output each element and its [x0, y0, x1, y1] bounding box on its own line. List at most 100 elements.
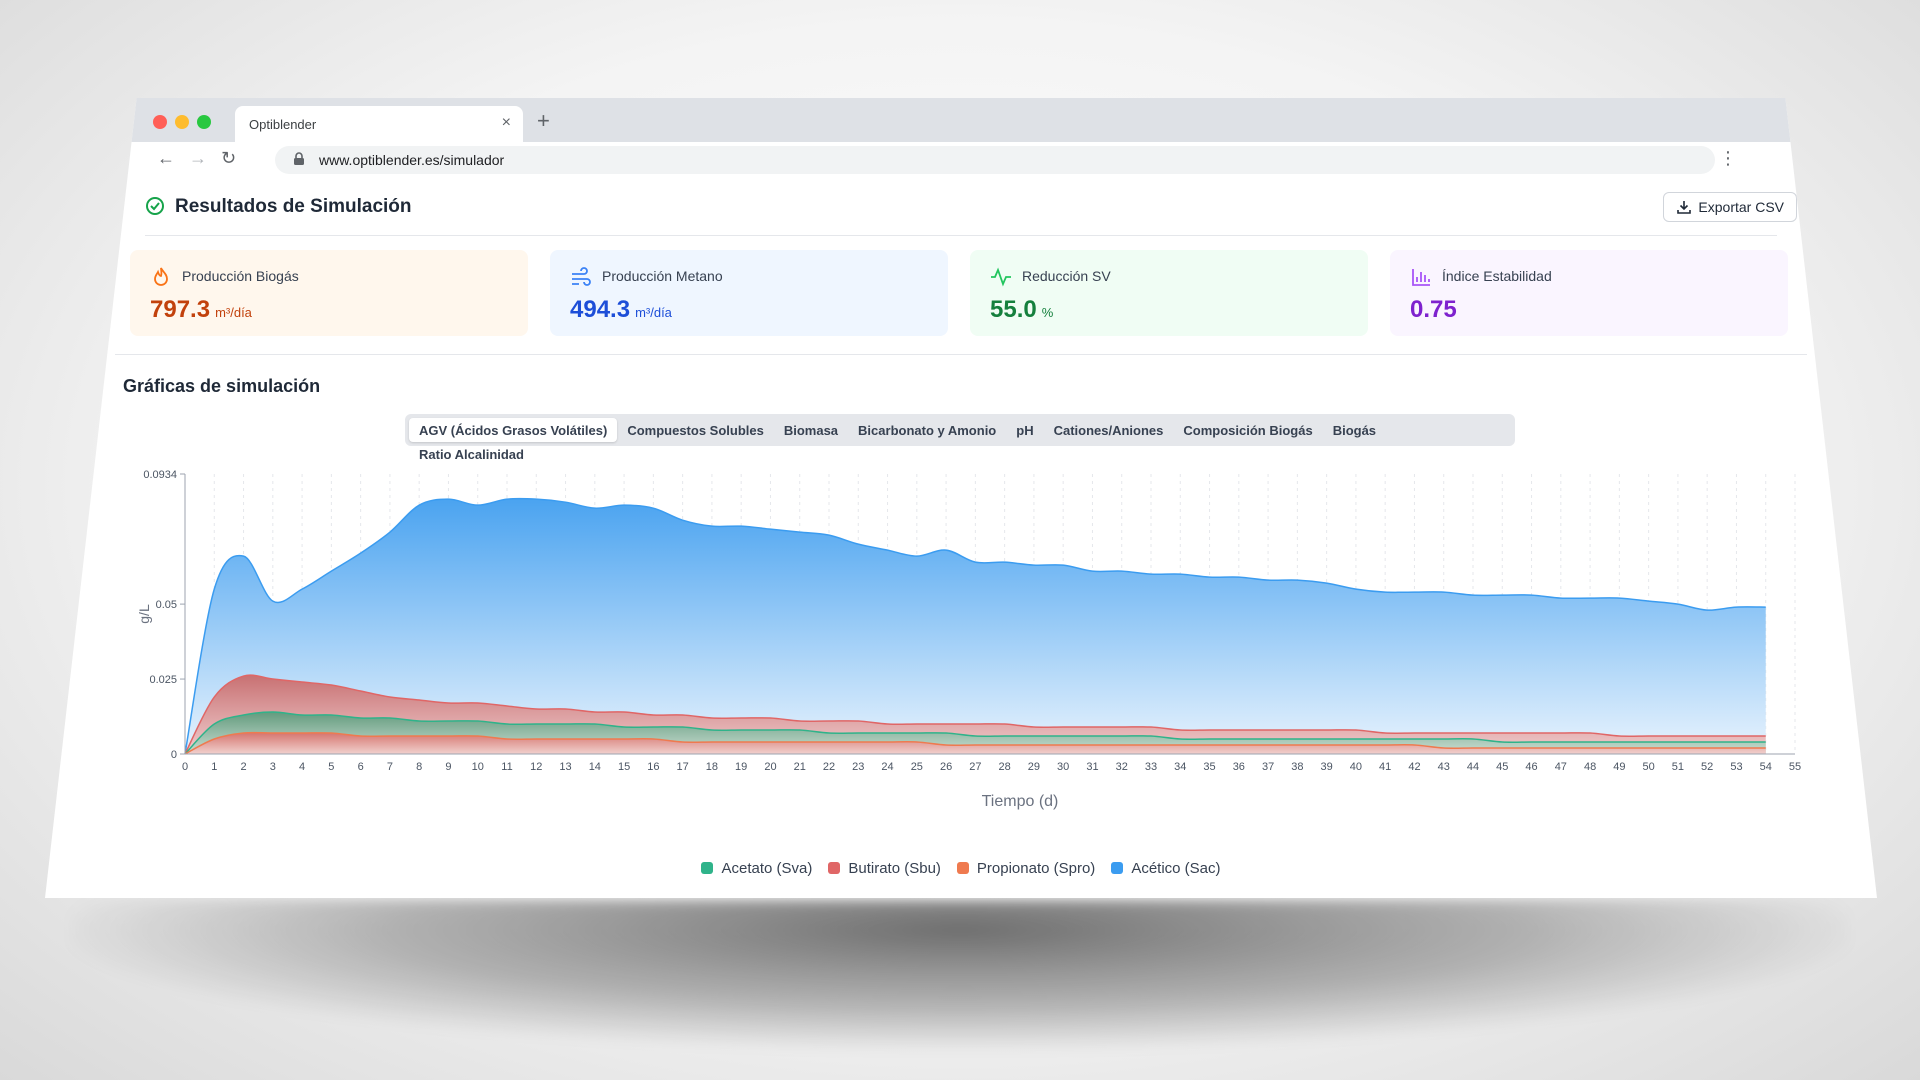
- legend-swatch: [701, 862, 714, 874]
- x-tick-label: 29: [1028, 761, 1040, 773]
- x-tick-label: 22: [823, 761, 835, 773]
- tab-chart-7[interactable]: Biogás: [1332, 423, 1377, 438]
- x-tick-label: 44: [1467, 761, 1479, 773]
- x-tick-label: 14: [589, 761, 601, 773]
- card-unit: %: [1041, 305, 1054, 320]
- card-biogas-production: Producción Biogás 797.3 m³/día: [130, 250, 528, 336]
- x-tick-label: 9: [445, 761, 451, 773]
- lock-icon: [294, 152, 304, 165]
- x-tick-label: 36: [1233, 761, 1245, 773]
- x-tick-label: 4: [299, 761, 305, 773]
- tab-close-icon[interactable]: ×: [501, 114, 511, 131]
- simulation-app: Resultados de Simulación Exportar CSV Pr…: [45, 178, 1877, 898]
- x-tick-label: 41: [1379, 761, 1391, 773]
- area-ac-tico-sac-: [185, 498, 1766, 754]
- card-unit: m³/día: [215, 305, 252, 320]
- x-tick-label: 17: [677, 761, 689, 773]
- card-value-number: 494.3: [570, 296, 631, 323]
- x-tick-label: 42: [1408, 761, 1420, 773]
- x-tick-label: 2: [240, 761, 246, 773]
- x-tick-label: 33: [1145, 761, 1157, 773]
- x-tick-label: 51: [1672, 761, 1684, 773]
- url-text: www.optiblender.es/simulador: [319, 152, 505, 168]
- back-icon[interactable]: ←: [157, 148, 175, 168]
- legend-item[interactable]: Acético (Sac): [1111, 860, 1221, 877]
- line-acetato-sva-: [184, 711, 1766, 755]
- x-tick-label: 19: [735, 761, 747, 773]
- tab-chart-0[interactable]: AGV (Ácidos Grasos Volátiles): [409, 418, 618, 442]
- card-sv-reduction: Reducción SV 55.0%: [970, 250, 1368, 336]
- tab-chart-4[interactable]: pH: [1016, 423, 1034, 438]
- x-tick-label: 52: [1701, 761, 1713, 773]
- x-tick-label: 49: [1613, 761, 1625, 773]
- chart-tabs: AGV (Ácidos Grasos Volátiles) Compuestos …: [405, 414, 1515, 462]
- tab-chart-2[interactable]: Biomasa: [783, 423, 839, 438]
- legend-item[interactable]: Propionato (Spro): [956, 860, 1095, 877]
- card-value-number: 797.3: [150, 296, 211, 323]
- x-tick-label: 54: [1760, 761, 1772, 773]
- x-tick-label: 35: [1203, 761, 1215, 773]
- x-tick-label: 45: [1496, 761, 1508, 773]
- card-label: Producción Biogás: [182, 268, 299, 284]
- y-tick-label: 0.025: [149, 674, 177, 686]
- maximize-window-dot[interactable]: [197, 115, 211, 129]
- x-tick-label: 16: [647, 761, 659, 773]
- browser-tab[interactable]: Optiblender ×: [235, 106, 523, 142]
- x-tick-label: 38: [1291, 761, 1303, 773]
- export-csv-button[interactable]: Exportar CSV: [1663, 192, 1797, 222]
- x-tick-label: 12: [530, 761, 542, 773]
- tab-chart-8[interactable]: Ratio Alcalinidad: [419, 447, 524, 462]
- x-tick-label: 53: [1730, 761, 1742, 773]
- legend-label: Butirato (Sbu): [848, 860, 941, 877]
- x-tick-label: 24: [881, 761, 893, 773]
- browser-tab-title: Optiblender: [249, 117, 317, 132]
- tab-chart-5[interactable]: Cationes/Aniones: [1053, 423, 1164, 438]
- legend-label: Acético (Sac): [1131, 860, 1221, 877]
- x-tick-label: 30: [1057, 761, 1069, 773]
- address-bar[interactable]: www.optiblender.es/simulador: [275, 146, 1715, 174]
- new-tab-icon[interactable]: +: [537, 108, 550, 133]
- tab-chart-1[interactable]: Compuestos Solubles: [627, 423, 764, 438]
- close-window-dot[interactable]: [153, 115, 167, 129]
- reload-icon[interactable]: ↻: [221, 148, 237, 168]
- x-tick-label: 43: [1438, 761, 1450, 773]
- bar-chart-icon: [1412, 269, 1430, 286]
- wind-icon: [572, 267, 591, 286]
- minimize-window-dot[interactable]: [175, 115, 189, 129]
- x-tick-label: 0: [182, 761, 188, 773]
- card-value: 797.3 m³/día: [150, 296, 252, 324]
- card-value: 0.75: [1410, 296, 1462, 324]
- section-divider: [115, 354, 1807, 355]
- x-tick-label: 37: [1262, 761, 1274, 773]
- kebab-menu-icon[interactable]: ⋮: [1719, 148, 1737, 168]
- legend-swatch: [956, 862, 969, 874]
- x-tick-label: 26: [940, 761, 952, 773]
- y-tick-label: 0.0934: [143, 469, 177, 481]
- area-propionato-spro-: [185, 732, 1766, 754]
- x-tick-label: 21: [794, 761, 806, 773]
- x-tick-label: 55: [1789, 761, 1801, 773]
- x-tick-label: 5: [328, 761, 334, 773]
- legend-item[interactable]: Butirato (Sbu): [828, 860, 941, 877]
- x-tick-label: 20: [764, 761, 776, 773]
- activity-icon: [991, 267, 1011, 287]
- legend-item[interactable]: Acetato (Sva): [701, 860, 812, 877]
- tab-chart-6[interactable]: Composición Biogás: [1183, 423, 1313, 438]
- x-tick-label: 18: [706, 761, 718, 773]
- x-tick-label: 50: [1643, 761, 1655, 773]
- x-tick-label: 23: [852, 761, 864, 773]
- card-label: Reducción SV: [1022, 268, 1111, 284]
- legend-label: Acetato (Sva): [721, 860, 813, 877]
- x-tick-label: 13: [559, 761, 571, 773]
- y-axis-label: g/L: [136, 604, 152, 624]
- legend-swatch: [1111, 862, 1124, 874]
- tab-chart-3[interactable]: Bicarbonato y Amonio: [858, 423, 997, 438]
- card-unit: m³/día: [635, 305, 672, 320]
- x-tick-label: 46: [1525, 761, 1537, 773]
- legend-swatch: [828, 862, 841, 874]
- chart-legend: Acetato (Sva) Butirato (Sbu) Propionato (S…: [45, 860, 1877, 877]
- forward-icon[interactable]: →: [189, 148, 207, 168]
- x-tick-label: 6: [358, 761, 364, 773]
- x-tick-label: 3: [270, 761, 276, 773]
- line-butirato-sbu-: [184, 674, 1766, 755]
